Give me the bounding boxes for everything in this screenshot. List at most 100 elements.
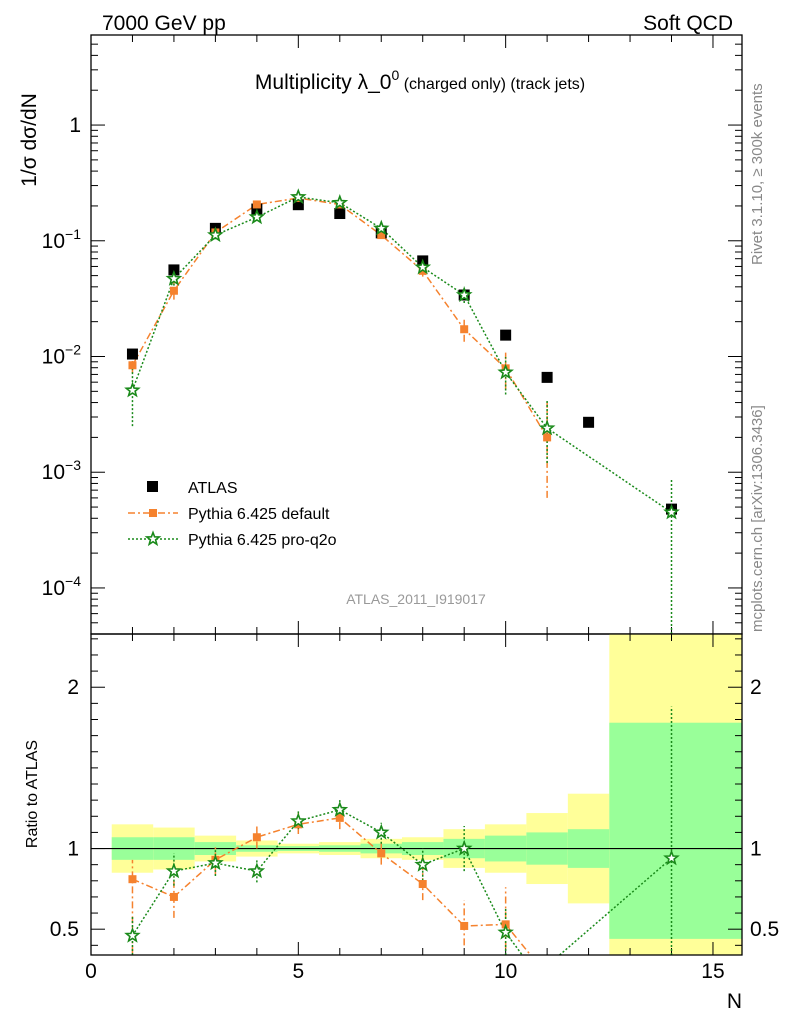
main-point-pythia-proq2o: [248, 208, 266, 225]
main-point-pythia-default: [543, 433, 552, 442]
ratio-point-pythia-proq2o: [207, 854, 224, 871]
ratio-y-tick-label-right: 2: [750, 676, 762, 699]
main-line-pythia-default: [131, 197, 548, 438]
ratio-line-pythia-proq2o: [559, 857, 672, 956]
main-panel: Multiplicity λ_00 (charged only) (track …: [18, 34, 743, 635]
legend-marker-atlas: [147, 481, 158, 492]
main-point-pythia-proq2o: [124, 381, 141, 398]
main-y-tick-exponent: −4: [65, 573, 81, 589]
ratio-point-pythia-default: [128, 875, 137, 884]
main-markers: [124, 188, 680, 520]
ratio-point-pythia-default: [377, 849, 386, 858]
main-point-pythia-default: [377, 231, 386, 240]
main-y-tick-base: 10: [42, 577, 65, 600]
main-point-pythia-default: [128, 361, 137, 370]
main-point-atlas: [292, 199, 304, 211]
watermark-label: ATLAS_2011_I919017: [346, 591, 486, 607]
main-point-pythia-proq2o: [331, 194, 349, 210]
main-point-pythia-proq2o: [455, 286, 473, 303]
ratio-point-pythia-proq2o: [414, 855, 432, 872]
ratio-markers: [124, 801, 680, 943]
ratio-point-pythia-proq2o: [497, 923, 514, 940]
ratio-y-axis-label: Ratio to ATLAS: [24, 740, 41, 848]
main-point-atlas: [541, 371, 553, 383]
x-axis-label: N: [727, 990, 742, 1013]
main-y-tick-label: 1: [69, 114, 81, 137]
main-point-pythia-default: [460, 325, 469, 334]
legend-label-pythia-proq2o: Pythia 6.425 pro-q2o: [188, 532, 337, 549]
ratio-point-pythia-proq2o: [455, 839, 473, 856]
main-point-pythia-proq2o: [538, 419, 556, 436]
ratio-point-pythia-default: [418, 880, 427, 889]
main-y-tick-base: 1: [69, 114, 81, 137]
ratio-y-tick-label-right: 1: [750, 838, 762, 861]
main-y-tick-base: 10: [42, 461, 65, 484]
main-title-superscript: 0: [391, 67, 399, 83]
main-axis-ticks: [90, 34, 742, 635]
main-point-atlas: [583, 416, 595, 428]
main-y-tick-base: 10: [42, 345, 65, 368]
ratio-point-pythia-proq2o: [331, 801, 349, 817]
legend: ATLAS Pythia 6.425 default Pythia 6.425 …: [128, 480, 337, 549]
ratio-panel: Ratio to ATLAS 0.5 0.5 1 1 2 2 0 5 10 15 N: [24, 633, 779, 1013]
main-error-bars: [131, 195, 673, 634]
main-y-tick-base: 10: [42, 230, 65, 253]
main-y-tick-exponent: −2: [65, 341, 81, 357]
main-point-pythia-proq2o: [165, 269, 183, 286]
ratio-tick-labels: 0.5 0.5 1 1 2 2 0 5 10 15: [50, 676, 779, 983]
main-point-pythia-proq2o: [663, 503, 680, 520]
main-y-tick-exponent: −1: [65, 226, 81, 242]
ratio-point-pythia-proq2o: [248, 862, 266, 879]
ratio-y-tick-label: 2: [67, 676, 79, 699]
main-point-pythia-default: [169, 286, 178, 295]
main-point-pythia-proq2o: [289, 188, 307, 205]
main-title-suffix: (charged only) (track jets): [399, 76, 585, 93]
main-title-text: Multiplicity λ_0: [255, 71, 392, 94]
main-y-tick-labels: 10−410−310−210−11: [42, 114, 82, 600]
main-y-tick-label: 10−2: [42, 341, 82, 368]
main-title: Multiplicity λ_00 (charged only) (track …: [255, 67, 585, 94]
ratio-point-pythia-default: [460, 921, 469, 930]
main-y-tick-label: 10−3: [42, 457, 82, 484]
ratio-y-tick-label-right: 0.5: [750, 918, 779, 941]
ratio-point-pythia-default: [252, 833, 261, 842]
ratio-y-tick-label: 1: [67, 838, 79, 861]
main-point-atlas: [168, 264, 180, 276]
legend-marker-pythia-proq2o: [144, 530, 162, 547]
ratio-y-tick-label: 0.5: [50, 918, 79, 941]
ratio-point-pythia-default: [169, 892, 178, 901]
ratio-point-pythia-proq2o: [124, 926, 141, 943]
ratio-band-inner: [609, 722, 742, 939]
energy-label: 7000 GeV pp: [102, 12, 226, 35]
legend-label-pythia-default: Pythia 6.425 default: [188, 506, 330, 523]
x-tick-label: 10: [494, 960, 517, 983]
main-point-atlas: [126, 348, 138, 360]
main-point-pythia-default: [252, 200, 261, 209]
x-tick-label: 5: [292, 960, 304, 983]
legend-label-atlas: ATLAS: [188, 480, 238, 497]
ratio-point-pythia-proq2o: [372, 823, 390, 840]
main-y-tick-label: 10−1: [42, 226, 82, 253]
y-axis-label: 1/σ dσ/dN: [18, 93, 41, 187]
main-series-lines: [131, 196, 672, 514]
main-point-atlas: [334, 208, 346, 220]
main-y-tick-exponent: −3: [65, 457, 81, 473]
main-y-tick-label: 10−4: [42, 573, 82, 600]
ratio-point-pythia-proq2o: [165, 862, 183, 879]
legend-marker-pythia-default: [149, 509, 157, 517]
category-label: Soft QCD: [643, 12, 733, 35]
ratio-frame: [90, 633, 743, 956]
main-point-pythia-proq2o: [206, 226, 224, 243]
main-line-pythia-proq2o: [131, 196, 672, 514]
ratio-point-pythia-proq2o: [289, 812, 307, 829]
x-tick-label: 15: [701, 960, 724, 983]
mcplots-source-label: mcplots.cern.ch [arXiv:1306.3436]: [749, 405, 766, 632]
ratio-point-pythia-default: [335, 813, 344, 822]
ratio-uncertainty-bands: [111, 634, 742, 955]
ratio-point-pythia-proq2o: [663, 849, 680, 866]
rivet-version-label: Rivet 3.1.10, ≥ 300k events: [749, 83, 766, 265]
main-point-atlas: [500, 329, 512, 341]
main-point-pythia-proq2o: [372, 219, 390, 236]
main-point-pythia-proq2o: [497, 363, 514, 380]
